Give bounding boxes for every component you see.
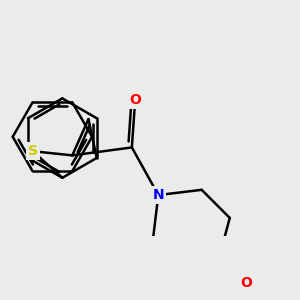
Text: O: O bbox=[129, 93, 141, 107]
Text: S: S bbox=[28, 144, 38, 158]
Text: O: O bbox=[241, 276, 253, 290]
Text: N: N bbox=[152, 188, 164, 202]
